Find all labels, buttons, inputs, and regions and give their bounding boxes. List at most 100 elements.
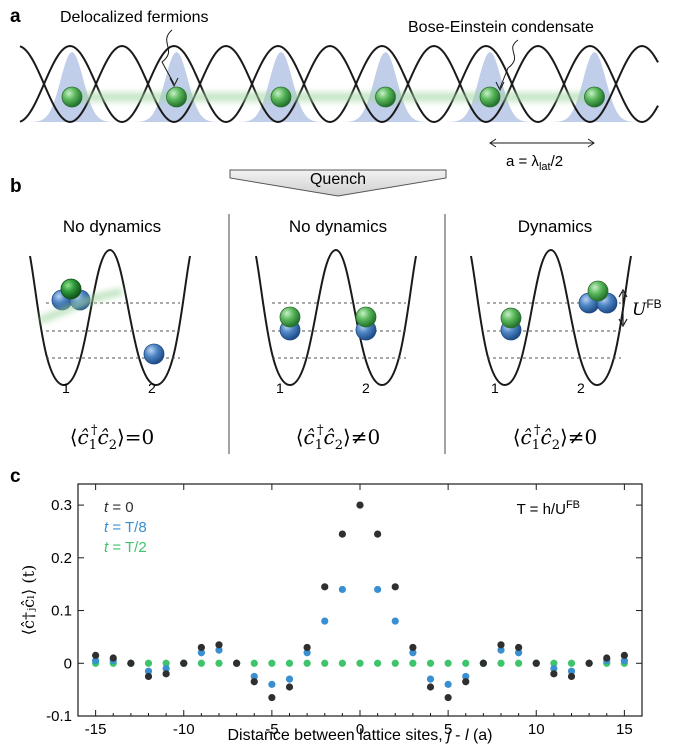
data-point-series-1 xyxy=(92,651,100,659)
data-point-series-2 xyxy=(515,649,523,657)
x-tick-label: -15 xyxy=(85,721,107,738)
data-point-series-3 xyxy=(515,659,523,667)
data-point-series-2 xyxy=(497,646,505,654)
data-point-series-1 xyxy=(567,672,576,681)
x-axis-label-text: Distance between lattice sites, xyxy=(227,727,447,744)
lattice-spacing-tail: /2 xyxy=(551,153,564,170)
data-point-series-2 xyxy=(303,649,311,657)
data-point-series-3 xyxy=(391,659,399,667)
data-point-series-2 xyxy=(444,680,452,688)
data-point-series-1 xyxy=(109,654,117,662)
data-point-series-1 xyxy=(338,530,346,538)
double-well-column-2 xyxy=(36,248,417,387)
data-point-series-1 xyxy=(444,693,452,702)
y-tick-label: -0.1 xyxy=(46,708,72,725)
double-well-potential xyxy=(29,248,191,387)
data-point-series-3 xyxy=(356,659,364,667)
data-point-series-2 xyxy=(215,646,223,654)
data-point-series-3 xyxy=(268,659,276,667)
panel-c-letter: c xyxy=(10,466,21,487)
data-point-series-2 xyxy=(426,675,435,683)
u-fb-label: U xyxy=(632,300,647,320)
fermion-atom xyxy=(587,280,609,302)
data-point-series-2 xyxy=(374,585,382,594)
data-point-series-3 xyxy=(462,659,470,667)
lattice-spacing-indicator: a = λlat/2 xyxy=(489,138,595,173)
fermion-atom-3 xyxy=(270,86,292,108)
x-tick-label: 5 xyxy=(444,721,452,738)
data-point-series-2 xyxy=(197,649,205,657)
data-point-series-3 xyxy=(321,659,329,667)
fermion-delocalization-glow xyxy=(70,92,596,102)
x-axis-label-l: l xyxy=(465,727,469,744)
data-point-series-2 xyxy=(409,649,417,657)
y-tick-label: 0.1 xyxy=(51,603,72,620)
x-tick-label: 0 xyxy=(356,721,364,738)
data-point-series-3 xyxy=(374,659,382,667)
period-sup: FB xyxy=(566,499,580,511)
site-label-1-col2: 1 xyxy=(276,380,284,396)
legend-entry-3: t = T/2 xyxy=(104,539,147,556)
optical-lattice-potential xyxy=(19,44,659,124)
data-point-series-1 xyxy=(374,530,382,538)
data-point-series-1 xyxy=(585,659,593,667)
x-tick-label: 10 xyxy=(528,721,545,738)
boson-atom xyxy=(143,343,165,365)
column-1-title: No dynamics xyxy=(63,217,161,236)
optical-lattice-potential-shifted xyxy=(19,44,659,124)
data-point-series-1 xyxy=(603,654,611,662)
data-point-series-2 xyxy=(567,667,576,675)
data-point-series-2 xyxy=(268,680,276,688)
data-point-series-1 xyxy=(497,641,505,649)
fermion-atom-6 xyxy=(584,86,605,108)
x-axis-label-j: j xyxy=(445,727,451,744)
y-axis-label: ⟨ĉ†ⱼĉₗ⟩ (t) xyxy=(19,565,38,636)
u-fb-sup: FB xyxy=(646,297,661,311)
data-point-series-3 xyxy=(303,659,311,667)
panel-c: c -15 -10 -5 0 5 10 15-0.100.10.20.3 t = 0t = … xyxy=(10,466,643,744)
data-point-series-1 xyxy=(515,643,523,652)
data-point-series-1 xyxy=(127,659,135,667)
data-point-series-1 xyxy=(285,683,294,691)
x-tick-label: -5 xyxy=(265,721,278,738)
legend-entry-2: t = T/8 xyxy=(104,519,147,536)
data-point-series-3 xyxy=(567,659,576,667)
data-point-series-1 xyxy=(162,670,170,678)
data-point-series-1 xyxy=(250,678,258,686)
data-point-series-3 xyxy=(409,659,417,667)
period-label: T = h/U xyxy=(517,501,566,518)
data-point-series-2 xyxy=(550,664,558,673)
data-point-series-1 xyxy=(426,683,435,691)
data-point-series-2 xyxy=(338,585,346,594)
site-label-1-col1: 1 xyxy=(62,380,70,396)
data-point-series-1 xyxy=(462,678,470,686)
tunneling-glow xyxy=(38,288,123,324)
svg-text:Distance between lattice sites: Distance between lattice sites, j - l (a… xyxy=(227,727,492,744)
data-point-series-3 xyxy=(144,659,153,667)
data-point-series-1 xyxy=(215,641,223,649)
data-point-series-2 xyxy=(250,672,258,681)
data-point-series-1 xyxy=(303,643,311,652)
data-point-series-2 xyxy=(92,657,100,665)
data-point-series-3 xyxy=(338,659,346,667)
correlator-col-3: ⟨ĉ1†ĉ2⟩≠0 xyxy=(513,423,598,453)
panel-a: a Delocalized fermions Bose-Einstein con… xyxy=(10,6,659,173)
data-point-series-1 xyxy=(620,651,628,659)
y-tick-label: 0 xyxy=(64,655,72,672)
fermion-atom-1 xyxy=(61,86,83,108)
data-point-series-2 xyxy=(620,657,628,665)
quench-arrow xyxy=(229,169,447,197)
site-label-2-col1: 2 xyxy=(148,380,156,396)
y-tick-label: 0.2 xyxy=(51,550,72,567)
data-point-series-3 xyxy=(426,659,435,667)
panel-b-letter: b xyxy=(10,176,22,197)
svg-text:a = λlat/2: a = λlat/2 xyxy=(506,153,563,173)
legend-entry-1: t = 0 xyxy=(104,499,134,516)
site-label-2-col3: 2 xyxy=(577,380,585,396)
data-point-series-1 xyxy=(321,583,329,591)
fermion-atom-4 xyxy=(375,86,396,108)
data-point-series-3 xyxy=(550,659,558,667)
fermion-atom xyxy=(355,306,377,328)
fermions-pointer-arrow xyxy=(161,29,175,85)
bec-pointer-arrow xyxy=(499,39,519,89)
